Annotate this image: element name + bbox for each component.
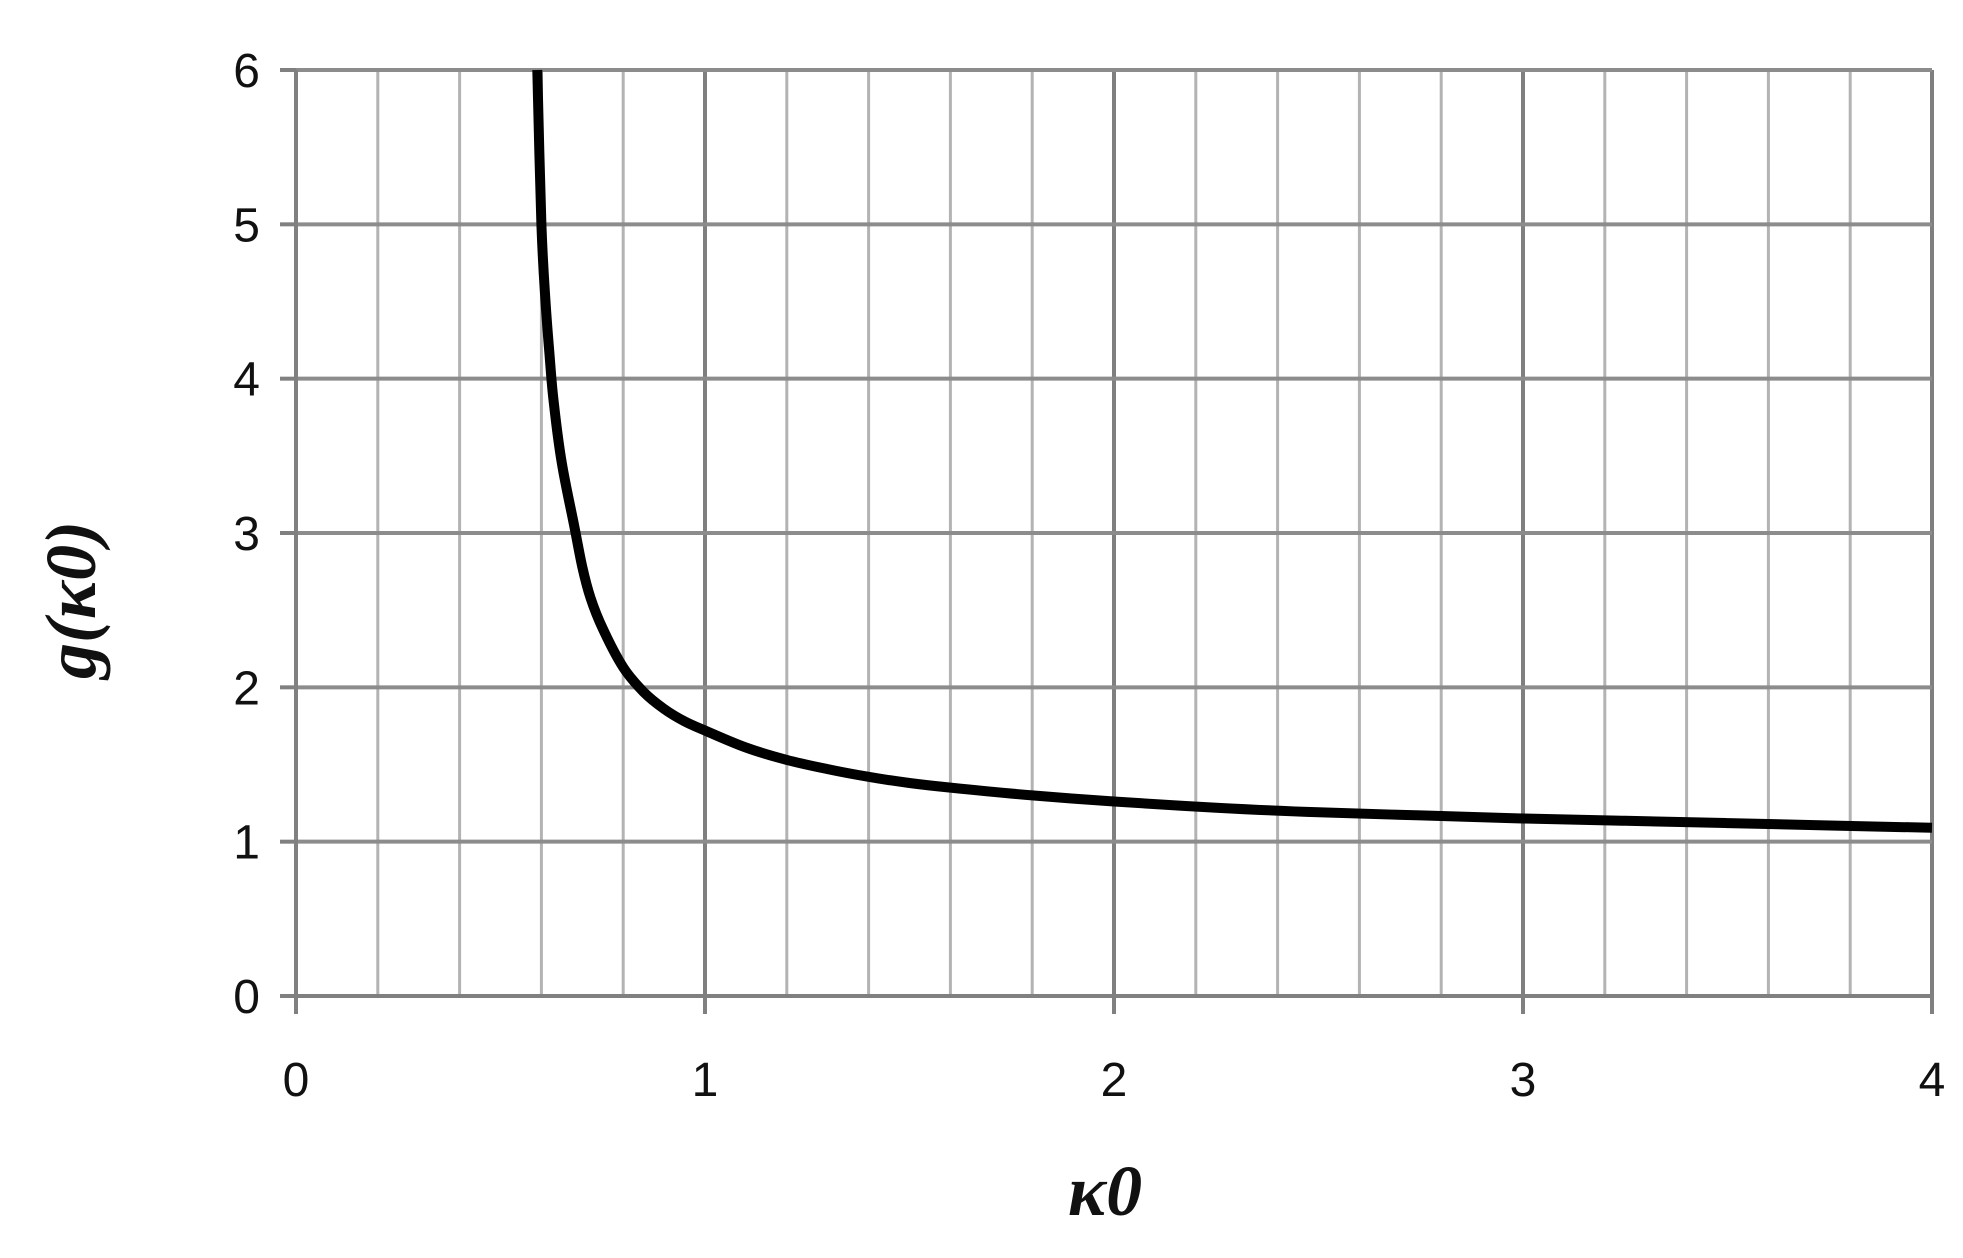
axes xyxy=(280,68,1934,1014)
y-tick-label: 1 xyxy=(233,817,260,870)
tick-labels: 0 1 2 3 4 5 6 0 1 2 3 4 xyxy=(233,45,1945,1107)
grid xyxy=(296,68,1934,996)
y-tick-label: 4 xyxy=(233,354,260,407)
x-axis-title: κ0 xyxy=(1068,1151,1142,1231)
x-axis-label: κ0 xyxy=(1068,1151,1142,1231)
y-tick-label: 2 xyxy=(233,662,260,715)
y-tick-label: 5 xyxy=(233,199,260,252)
y-tick-label: 0 xyxy=(233,971,260,1024)
x-tick-label: 1 xyxy=(692,1054,719,1107)
y-tick-label: 6 xyxy=(233,45,260,98)
x-tick-label: 0 xyxy=(283,1054,310,1107)
y-axis-label: g(κ0) xyxy=(31,521,111,681)
y-axis-title: g(κ0) xyxy=(31,521,111,681)
series-layer xyxy=(532,69,1933,833)
x-tick-label: 4 xyxy=(1919,1054,1946,1107)
x-tick-label: 2 xyxy=(1101,1054,1128,1107)
y-tick-label: 3 xyxy=(233,508,260,561)
series-line-0 xyxy=(532,69,1933,833)
x-tick-label: 3 xyxy=(1510,1054,1537,1107)
